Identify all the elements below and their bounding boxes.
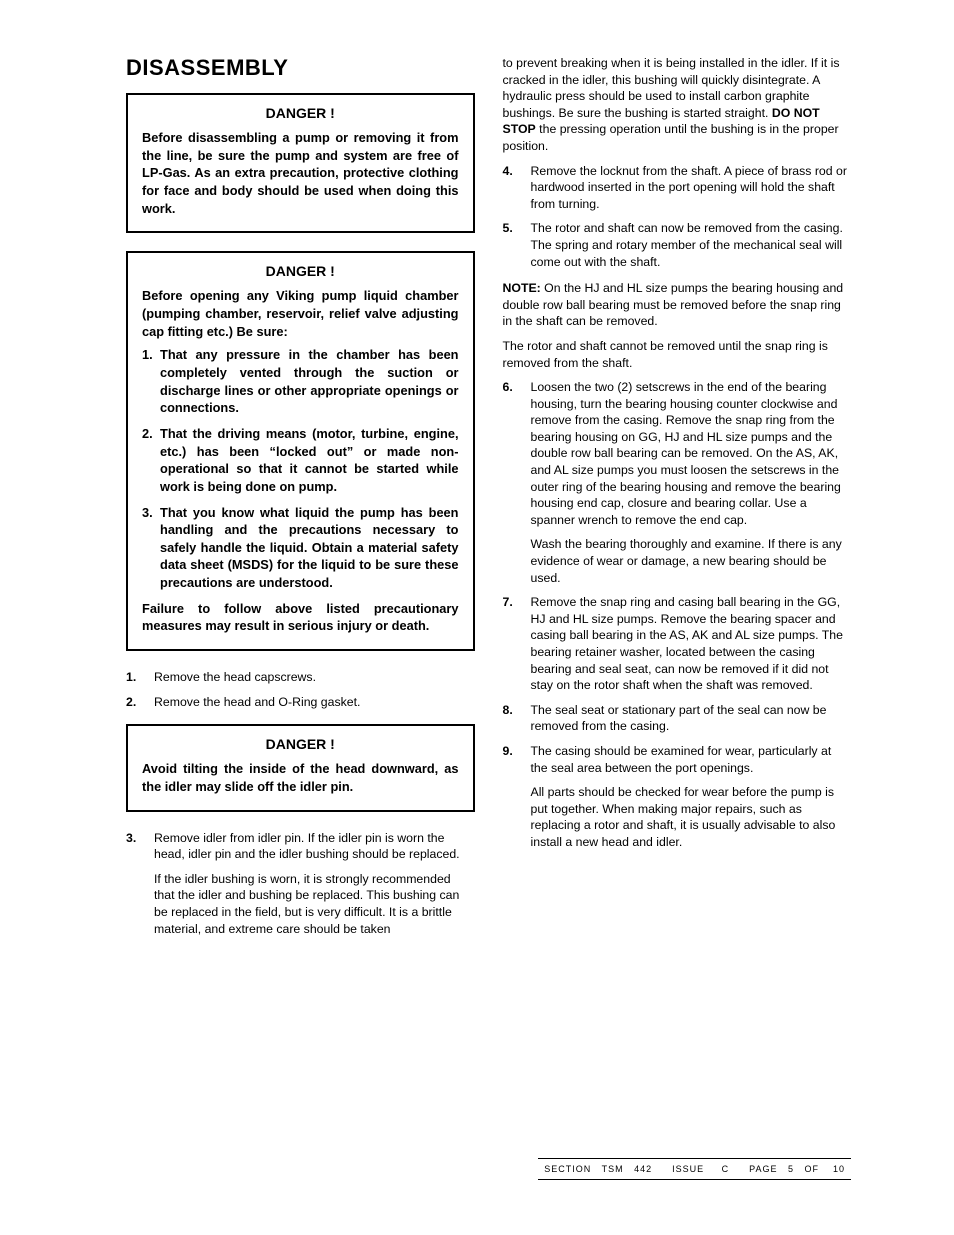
disassembly-steps-c: 4.Remove the locknut from the shaft. A p… [503,163,852,271]
disassembly-steps-b: 3. Remove idler from idler pin. If the i… [126,830,475,938]
step-item: 1.Remove the head capscrews. [126,669,475,686]
step-item: 5.The rotor and shaft can now be removed… [503,220,852,270]
danger-heading: DANGER ! [142,263,459,279]
list-number: 3. [142,504,160,592]
section-title: DISASSEMBLY [126,55,475,81]
list-number: 1. [142,346,160,417]
cont-post: the pressing operation until the bushing… [503,122,839,153]
footer-issue: ISSUE C [672,1164,729,1174]
danger-list-item: 1. That any pressure in the chamber has … [142,346,459,417]
step-text: Remove the snap ring and casing ball bea… [531,594,852,694]
two-column-layout: DISASSEMBLY DANGER ! Before disassemblin… [126,55,851,945]
step-number: 7. [503,594,531,694]
step-item: 3. Remove idler from idler pin. If the i… [126,830,475,938]
plain-para-1: The rotor and shaft cannot be removed un… [503,338,852,371]
step-item: 8. The seal seat or stationary part of t… [503,702,852,735]
list-text: That any pressure in the chamber has bee… [160,346,459,417]
step-main: Remove idler from idler pin. If the idle… [154,831,460,862]
page: DISASSEMBLY DANGER ! Before disassemblin… [0,0,954,1235]
step-number: 2. [126,694,154,711]
step-text: Remove the locknut from the shaft. A pie… [531,163,852,213]
list-text: That the driving means (motor, turbine, … [160,425,459,496]
step-item: 6. Loosen the two (2) setscrews in the e… [503,379,852,586]
step-text: Remove the head and O-Ring gasket. [154,694,475,711]
footer-section: SECTION TSM 442 [544,1164,652,1174]
step-number: 4. [503,163,531,213]
step-subpara: Wash the bearing thoroughly and examine.… [531,536,852,586]
disassembly-steps-d: 6. Loosen the two (2) setscrews in the e… [503,379,852,850]
danger-list-item: 2. That the driving means (motor, turbin… [142,425,459,496]
step-number: 1. [126,669,154,686]
left-column: DISASSEMBLY DANGER ! Before disassemblin… [126,55,475,945]
step-item: 4.Remove the locknut from the shaft. A p… [503,163,852,213]
continuation-para: to prevent breaking when it is being ins… [503,55,852,155]
disassembly-steps-a: 1.Remove the head capscrews. 2.Remove th… [126,669,475,710]
danger-list-item: 3. That you know what liquid the pump ha… [142,504,459,592]
step-subpara: All parts should be checked for wear bef… [531,784,852,850]
step-number: 8. [503,702,531,735]
step-number: 6. [503,379,531,586]
note-para: NOTE: On the HJ and HL size pumps the be… [503,280,852,330]
list-number: 2. [142,425,160,496]
danger-heading: DANGER ! [142,736,459,752]
step-text: Loosen the two (2) setscrews in the end … [531,379,852,586]
step-item: 7. Remove the snap ring and casing ball … [503,594,852,694]
step-subpara: If the idler bushing is worn, it is stro… [154,871,475,937]
note-label: NOTE: [503,281,541,295]
danger-box-2: DANGER ! Before opening any Viking pump … [126,251,475,651]
danger-footer-2: Failure to follow above listed precautio… [142,600,459,635]
right-column: to prevent breaking when it is being ins… [503,55,852,945]
danger-heading: DANGER ! [142,105,459,121]
step-number: 9. [503,743,531,851]
page-footer: SECTION TSM 442 ISSUE C PAGE 5 OF 10 [538,1158,851,1180]
footer-page: PAGE 5 OF 10 [749,1164,845,1174]
note-text: On the HJ and HL size pumps the bearing … [503,281,844,328]
danger-intro-2: Before opening any Viking pump liquid ch… [142,287,459,340]
step-text: The seal seat or stationary part of the … [531,702,852,735]
danger-list-2: 1. That any pressure in the chamber has … [142,346,459,592]
step-text: The casing should be examined for wear, … [531,743,852,851]
step-number: 3. [126,830,154,938]
step-number: 5. [503,220,531,270]
danger-box-3: DANGER ! Avoid tilting the inside of the… [126,724,475,811]
danger-text-1: Before disassembling a pump or removing … [142,129,459,217]
danger-box-1: DANGER ! Before disassembling a pump or … [126,93,475,233]
step-item: 2.Remove the head and O-Ring gasket. [126,694,475,711]
step-text: Remove idler from idler pin. If the idle… [154,830,475,938]
danger-text-3: Avoid tilting the inside of the head dow… [142,760,459,795]
step-text: The rotor and shaft can now be removed f… [531,220,852,270]
step-item: 9. The casing should be examined for wea… [503,743,852,851]
step-text: Remove the head capscrews. [154,669,475,686]
step-main: Loosen the two (2) setscrews in the end … [531,380,841,527]
list-text: That you know what liquid the pump has b… [160,504,459,592]
step-main: The casing should be examined for wear, … [531,744,832,775]
